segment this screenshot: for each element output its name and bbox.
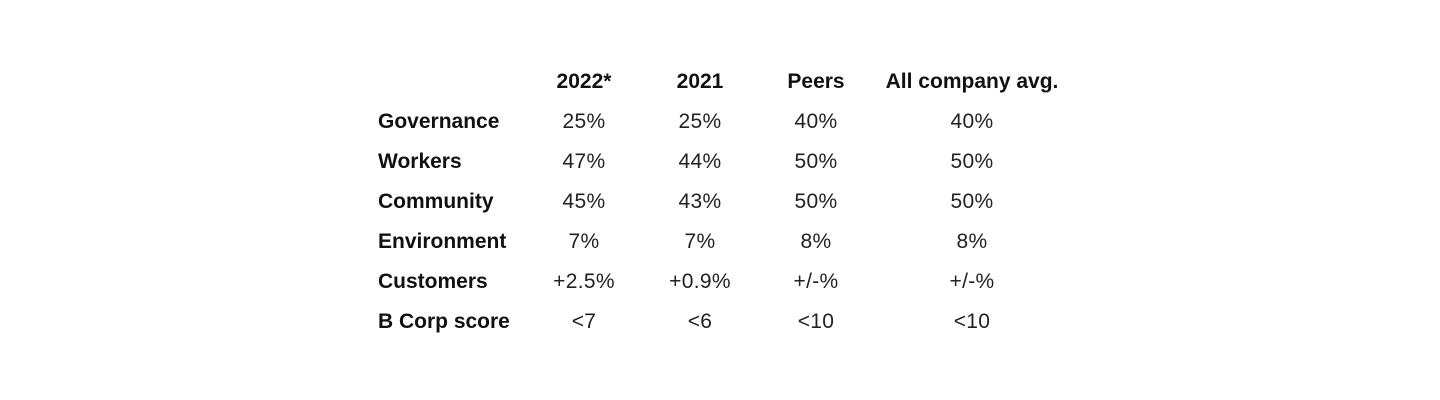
table-cell: <6 — [687, 310, 713, 333]
row-label-b-corp-score: B Corp score — [378, 310, 510, 333]
table-cell: <7 — [571, 310, 597, 333]
table-cell: 25% — [562, 110, 606, 133]
row-label-workers: Workers — [378, 150, 462, 173]
column-header-2021: 2021 — [676, 70, 724, 93]
table-cell: 25% — [678, 110, 722, 133]
column-header-all-company-avg: All company avg. — [885, 70, 1059, 93]
table-cell: 7% — [568, 230, 600, 253]
table-cell: 8% — [956, 230, 988, 253]
table-cell: 40% — [794, 110, 838, 133]
row-label-community: Community — [378, 190, 494, 213]
row-label-governance: Governance — [378, 110, 500, 133]
table-cell: 47% — [562, 150, 606, 173]
table-cell: 40% — [950, 110, 994, 133]
table-cell: 45% — [562, 190, 606, 213]
table-cell: +2.5% — [553, 270, 615, 293]
row-label-customers: Customers — [378, 270, 488, 293]
table-cell: +/-% — [793, 270, 839, 293]
table-cell: 50% — [794, 190, 838, 213]
table-cell: 43% — [678, 190, 722, 213]
table-cell: 8% — [800, 230, 832, 253]
data-table: 2022* 2021 Peers All company avg. Govern… — [378, 62, 1070, 342]
table-cell: 50% — [950, 150, 994, 173]
table-cell: +/-% — [949, 270, 995, 293]
table-cell: 50% — [950, 190, 994, 213]
table-cell: 7% — [684, 230, 716, 253]
table-cell: <10 — [953, 310, 991, 333]
table-cell: 50% — [794, 150, 838, 173]
row-label-environment: Environment — [378, 230, 507, 253]
column-header-2022: 2022* — [556, 70, 612, 93]
table-cell: +0.9% — [669, 270, 731, 293]
table-cell: 44% — [678, 150, 722, 173]
column-header-peers: Peers — [787, 70, 845, 93]
table-cell: <10 — [797, 310, 835, 333]
